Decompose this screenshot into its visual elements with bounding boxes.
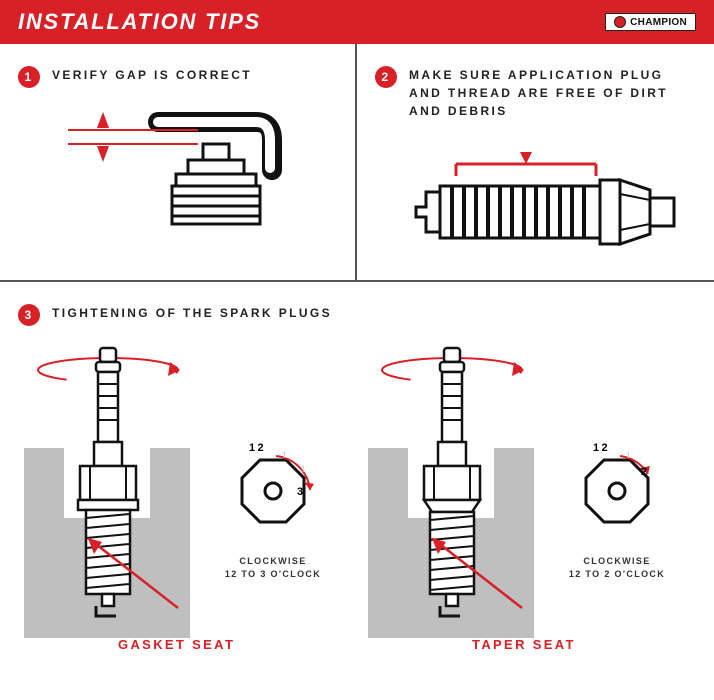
step-2-number: 2: [375, 66, 397, 88]
gasket-caption-l1: CLOCKWISE: [213, 555, 333, 568]
step-1-illustration: [18, 100, 337, 250]
step-1-head: 1 VERIFY GAP IS CORRECT: [18, 66, 337, 88]
seat-row: 1 2 12 3 CLOCKWISE 12 TO 3 O'CLOCK GASKE…: [18, 338, 696, 658]
step-2-title: MAKE SURE APPLICATION PLUG AND THREAD AR…: [409, 66, 696, 120]
taper-clock: 1 12 2 CLOCKWISE 12 TO 2 O'CLOCK: [557, 448, 677, 580]
gasket-caption-l2: 12 TO 3 O'CLOCK: [213, 568, 333, 581]
step-2-head: 2 MAKE SURE APPLICATION PLUG AND THREAD …: [375, 66, 696, 120]
svg-text:1: 1: [282, 451, 289, 460]
taper-seat-block: 1 12 2 CLOCKWISE 12 TO 2 O'CLOCK TAPER S…: [362, 338, 696, 658]
taper-clock-12: 12: [593, 442, 610, 454]
gasket-clock: 1 2 12 3 CLOCKWISE 12 TO 3 O'CLOCK: [213, 448, 333, 580]
step-3-number: 3: [18, 304, 40, 326]
step-3-title: TIGHTENING OF THE SPARK PLUGS: [52, 304, 332, 322]
brand-text: CHAMPION: [630, 17, 687, 28]
step-2-panel: 2 MAKE SURE APPLICATION PLUG AND THREAD …: [357, 44, 714, 280]
gasket-arrow-icon: [68, 538, 218, 618]
gasket-caption: CLOCKWISE 12 TO 3 O'CLOCK: [213, 555, 333, 580]
thread-diagram-icon: [386, 142, 686, 272]
brand-badge: CHAMPION: [605, 13, 696, 31]
gasket-seat-label: GASKET SEAT: [118, 637, 235, 652]
taper-caption: CLOCKWISE 12 TO 2 O'CLOCK: [557, 555, 677, 580]
step-1-panel: 1 VERIFY GAP IS CORRECT: [0, 44, 357, 280]
step-3-panel: 3 TIGHTENING OF THE SPARK PLUGS: [0, 282, 714, 668]
taper-clock-2: 2: [641, 466, 650, 478]
taper-octagon-icon: 1: [572, 448, 662, 538]
svg-text:2: 2: [300, 465, 307, 474]
step-3-head: 3 TIGHTENING OF THE SPARK PLUGS: [18, 304, 696, 326]
gasket-clock-3: 3: [297, 486, 306, 498]
gasket-clock-12: 12: [249, 442, 266, 454]
taper-arrow-icon: [412, 538, 562, 618]
step-1-number: 1: [18, 66, 40, 88]
taper-seat-label: TAPER SEAT: [472, 637, 576, 652]
svg-text:1: 1: [626, 451, 633, 460]
header-bar: INSTALLATION TIPS CHAMPION: [0, 0, 714, 44]
taper-caption-l1: CLOCKWISE: [557, 555, 677, 568]
step-2-illustration: [375, 132, 696, 282]
top-row: 1 VERIFY GAP IS CORRECT: [0, 44, 714, 280]
gap-diagram-icon: [48, 100, 308, 250]
page-title: INSTALLATION TIPS: [18, 9, 261, 35]
taper-caption-l2: 12 TO 2 O'CLOCK: [557, 568, 677, 581]
step-1-title: VERIFY GAP IS CORRECT: [52, 66, 252, 84]
gasket-seat-block: 1 2 12 3 CLOCKWISE 12 TO 3 O'CLOCK GASKE…: [18, 338, 352, 658]
